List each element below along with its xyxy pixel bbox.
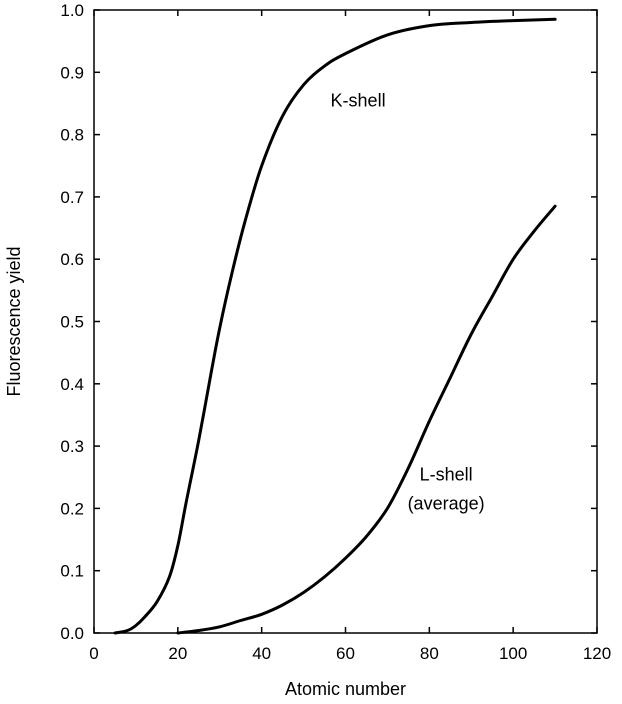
y-tick-label-8: 0.8: [60, 126, 84, 145]
x-tick-label-4: 80: [420, 644, 439, 663]
series-line-1: [176, 204, 557, 635]
axis-ticks: 0 20 40 60 80 100 120 0.0 0.1 0.2 0.3 0.4 0.5 0.6 0.7 0…: [60, 1, 611, 663]
x-tick-label-0: 0: [89, 644, 98, 663]
annotations: K-shell L-shell (average): [331, 91, 485, 514]
x-tick-label-5: 100: [499, 644, 527, 663]
annotation-1-line-0: L-shell: [420, 464, 473, 484]
y-tick-label-10: 1.0: [60, 1, 84, 20]
series-line-0: [113, 17, 557, 635]
annotation-1-line-1: (average): [408, 493, 485, 513]
y-axis-label: Fluorescence yield: [4, 246, 24, 396]
x-tick-label-3: 60: [336, 644, 355, 663]
y-tick-label-6: 0.6: [60, 250, 84, 269]
x-tick-label-1: 20: [168, 644, 187, 663]
annotation-0-line-0: K-shell: [331, 91, 386, 111]
y-tick-label-3: 0.3: [60, 437, 84, 456]
y-tick-label-1: 0.1: [60, 562, 84, 581]
series-layer: [113, 17, 557, 635]
x-tick-label-6: 120: [583, 644, 611, 663]
y-tick-label-7: 0.7: [60, 188, 84, 207]
x-tick-label-2: 40: [252, 644, 271, 663]
y-tick-label-5: 0.5: [60, 313, 84, 332]
x-axis-label: Atomic number: [285, 679, 406, 699]
y-tick-label-2: 0.2: [60, 499, 84, 518]
y-tick-label-0: 0.0: [60, 624, 84, 643]
y-tick-label-9: 0.9: [60, 63, 84, 82]
y-tick-label-4: 0.4: [60, 375, 84, 394]
